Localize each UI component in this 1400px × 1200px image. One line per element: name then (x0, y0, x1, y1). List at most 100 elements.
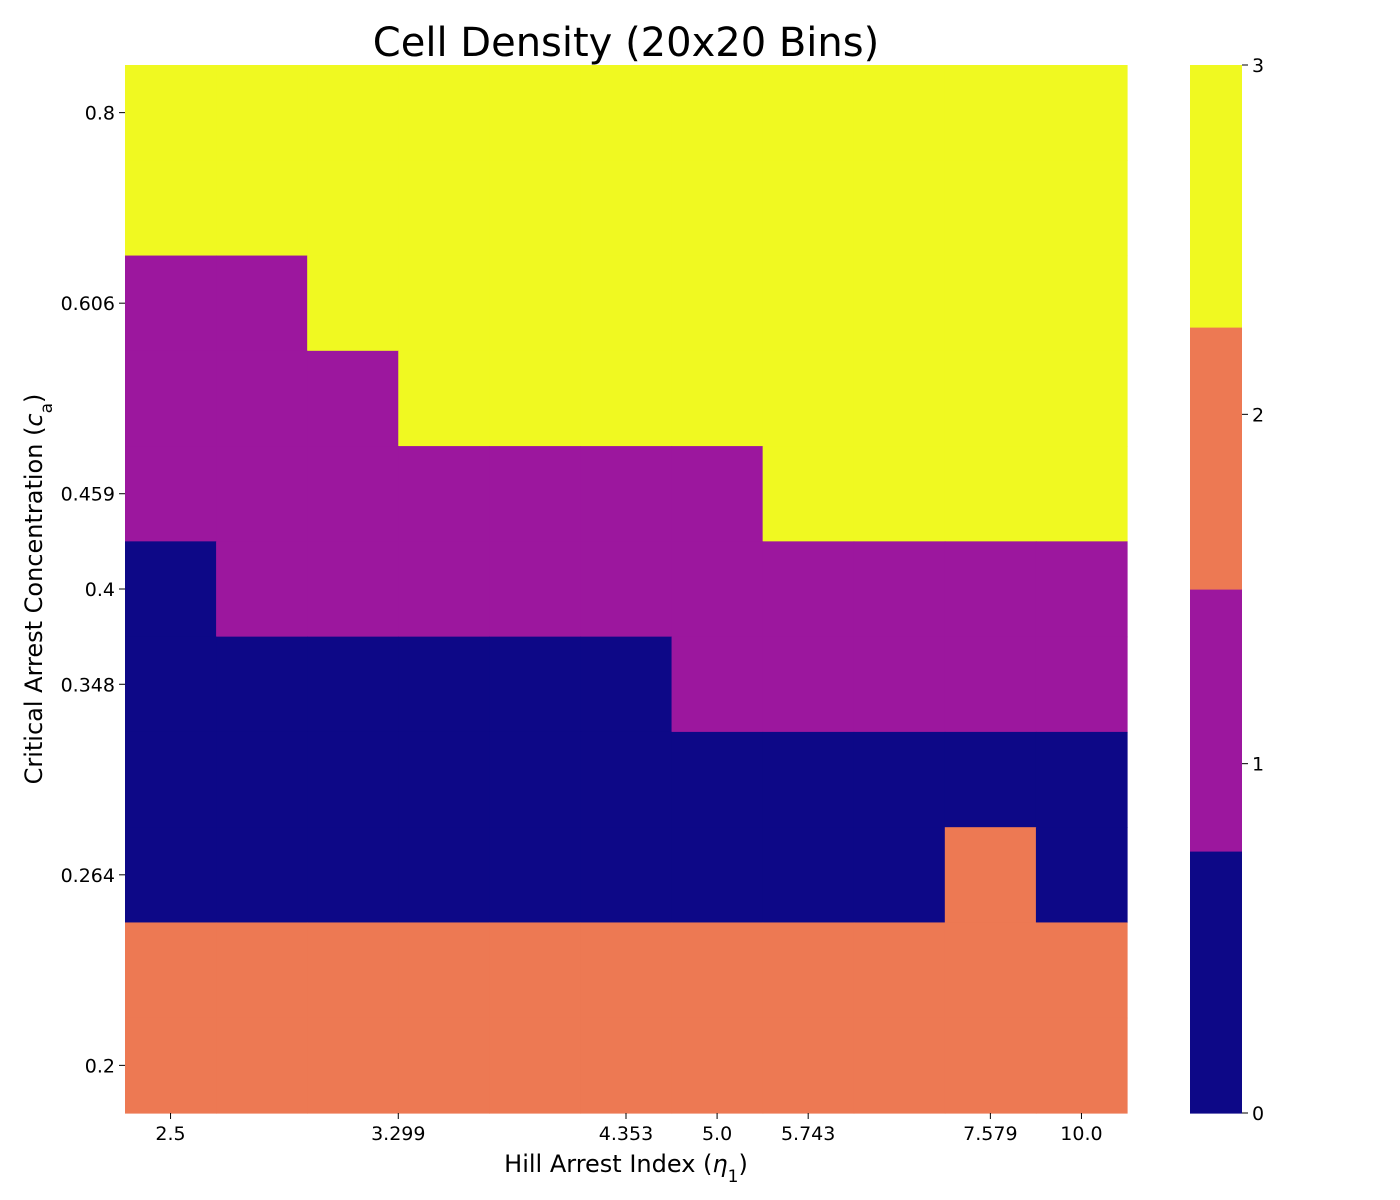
colorbar-tick-label: 0 (1252, 1103, 1264, 1125)
x-tick-label: 7.579 (963, 1123, 1017, 1145)
heatmap-cell (307, 636, 399, 733)
heatmap-cell (580, 922, 673, 1019)
heatmap-cell (216, 160, 308, 257)
heatmap-cell (853, 1017, 946, 1114)
heatmap-cell (307, 731, 399, 828)
heatmap-cell (307, 446, 399, 542)
heatmap-cell (125, 636, 217, 733)
heatmap-cell (853, 541, 946, 638)
heatmap-cell (216, 255, 308, 352)
x-tick-label: 5.743 (781, 1123, 835, 1145)
x-axis-label: Hill Arrest Index (η1) (504, 1150, 748, 1187)
y-tick-label: 0.348 (61, 674, 115, 696)
heatmap-cell (762, 65, 855, 161)
heatmap-cell (307, 1017, 399, 1114)
heatmap-cell (489, 731, 582, 828)
heatmap-cell (1035, 827, 1128, 924)
heatmap-cell (1035, 350, 1128, 447)
x-axis: 2.5 3.299 4.353 5.0 5.743 7.579 10.0 (155, 1113, 1103, 1145)
heatmap-cell (671, 65, 764, 161)
heatmap-cell (944, 922, 1037, 1019)
heatmap-cell (398, 827, 490, 924)
y-tick-label: 0.2 (85, 1055, 115, 1077)
heatmap-cell (762, 731, 855, 828)
y-tick-label: 0.4 (85, 579, 115, 601)
heatmap-cell (671, 446, 764, 542)
colorbar-segment (1190, 65, 1242, 328)
heatmap-cell (398, 541, 490, 638)
x-tick-label: 4.353 (599, 1123, 653, 1145)
y-tick-label: 0.606 (61, 293, 115, 315)
heatmap-cell (580, 160, 673, 257)
heatmap-cell (671, 160, 764, 257)
heatmap-cell (853, 446, 946, 542)
heatmap-cell (853, 827, 946, 924)
heatmap-cell (307, 350, 399, 447)
heatmap-cell (398, 65, 490, 161)
heatmap-cell (580, 255, 673, 352)
heatmap-cell (944, 160, 1037, 257)
heatmap-cell (762, 350, 855, 447)
heatmap-cell (216, 541, 308, 638)
heatmap-cell (853, 255, 946, 352)
heatmap-cell (671, 636, 764, 733)
heatmap-cell (580, 65, 673, 161)
heatmap-cell (489, 922, 582, 1019)
heatmap-cell (853, 65, 946, 161)
heatmap-cell (762, 827, 855, 924)
heatmap-cell (944, 636, 1037, 733)
heatmap-cell (580, 446, 673, 542)
heatmap-cell (398, 350, 490, 447)
heatmap-cell (1035, 65, 1128, 161)
heatmap-cell (580, 636, 673, 733)
heatmap-cell (307, 255, 399, 352)
colorbar-tick-label: 2 (1252, 404, 1264, 426)
heatmap-cell (489, 65, 582, 161)
colorbar-segment (1190, 851, 1242, 1114)
heatmap-cell (671, 350, 764, 447)
heatmap-cell (307, 541, 399, 638)
heatmap-cell (1035, 255, 1128, 352)
heatmap-cell (125, 255, 217, 352)
colorbar-segment (1190, 327, 1242, 590)
heatmap-cell (489, 827, 582, 924)
heatmap-cell (671, 922, 764, 1019)
heatmap-cell (398, 922, 490, 1019)
heatmap-cell (944, 1017, 1037, 1114)
heatmap-cell (125, 541, 217, 638)
heatmap-cell (489, 255, 582, 352)
heatmap-cell (216, 446, 308, 542)
y-axis-label: Critical Arrest Concentration (ca) (20, 394, 57, 785)
heatmap-cell (944, 446, 1037, 542)
colorbar-tick-label: 1 (1252, 754, 1264, 776)
x-tick-label: 3.299 (371, 1123, 425, 1145)
heatmap-cell (944, 65, 1037, 161)
heatmap-cell (853, 350, 946, 447)
heatmap-cell (762, 922, 855, 1019)
heatmap-cells (125, 65, 1128, 1114)
heatmap-cell (398, 1017, 490, 1114)
x-tick-label: 5.0 (702, 1123, 732, 1145)
chart-title: Cell Density (20x20 Bins) (373, 20, 879, 66)
heatmap-cell (125, 1017, 217, 1114)
heatmap-cell (1035, 541, 1128, 638)
heatmap-cell (580, 731, 673, 828)
heatmap-cell (216, 731, 308, 828)
heatmap-cell (307, 827, 399, 924)
x-tick-label: 10.0 (1060, 1123, 1102, 1145)
heatmap-cell (1035, 160, 1128, 257)
heatmap-cell (489, 160, 582, 257)
heatmap-cell (398, 255, 490, 352)
heatmap-cell (489, 1017, 582, 1114)
heatmap-cell (671, 1017, 764, 1114)
heatmap-cell (1035, 1017, 1128, 1114)
heatmap-cell (216, 827, 308, 924)
heatmap-cell (125, 446, 217, 542)
heatmap-cell (489, 636, 582, 733)
heatmap-cell (307, 65, 399, 161)
heatmap-cell (125, 65, 217, 161)
heatmap-cell (1035, 636, 1128, 733)
heatmap-cell (853, 731, 946, 828)
y-axis: 0.8 0.606 0.459 0.4 0.348 0.264 0.2 (61, 103, 125, 1077)
